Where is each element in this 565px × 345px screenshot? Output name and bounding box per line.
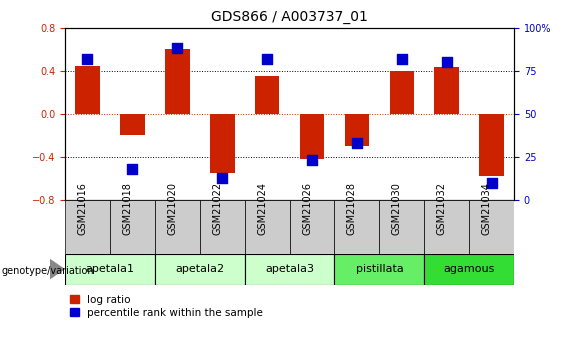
Text: agamous: agamous bbox=[444, 264, 495, 274]
Text: pistillata: pistillata bbox=[355, 264, 403, 274]
Title: GDS866 / A003737_01: GDS866 / A003737_01 bbox=[211, 10, 368, 24]
Polygon shape bbox=[50, 259, 64, 279]
Bar bbox=[200, 200, 245, 254]
Bar bbox=[289, 200, 334, 254]
Text: genotype/variation: genotype/variation bbox=[1, 266, 94, 276]
Bar bbox=[479, 114, 504, 176]
Text: GSM21026: GSM21026 bbox=[302, 181, 312, 235]
Text: GSM21028: GSM21028 bbox=[347, 181, 357, 235]
Text: GSM21032: GSM21032 bbox=[437, 181, 447, 235]
Bar bbox=[424, 254, 514, 285]
Bar bbox=[165, 49, 190, 114]
Point bbox=[307, 158, 316, 163]
Bar bbox=[345, 114, 370, 146]
Text: apetala3: apetala3 bbox=[265, 264, 314, 274]
Bar bbox=[65, 254, 155, 285]
Text: GSM21016: GSM21016 bbox=[77, 182, 88, 235]
Point bbox=[83, 56, 92, 61]
Bar bbox=[75, 66, 100, 114]
Text: GSM21020: GSM21020 bbox=[167, 181, 177, 235]
Bar bbox=[110, 200, 155, 254]
Point bbox=[442, 59, 451, 65]
Bar bbox=[65, 200, 110, 254]
Bar bbox=[155, 254, 245, 285]
Point bbox=[487, 180, 496, 186]
Bar bbox=[334, 254, 424, 285]
Bar bbox=[434, 68, 459, 114]
Text: GSM21030: GSM21030 bbox=[392, 182, 402, 235]
Text: GSM21022: GSM21022 bbox=[212, 181, 222, 235]
Text: GSM21024: GSM21024 bbox=[257, 181, 267, 235]
Legend: log ratio, percentile rank within the sample: log ratio, percentile rank within the sa… bbox=[70, 295, 263, 318]
Text: GSM21018: GSM21018 bbox=[123, 182, 132, 235]
Point bbox=[353, 140, 362, 146]
Point bbox=[263, 56, 272, 61]
Bar bbox=[245, 200, 289, 254]
Bar bbox=[255, 76, 280, 114]
Point bbox=[128, 166, 137, 172]
Point bbox=[397, 56, 406, 61]
Bar bbox=[424, 200, 469, 254]
Bar bbox=[245, 254, 334, 285]
Bar bbox=[299, 114, 324, 159]
Point bbox=[218, 175, 227, 180]
Point bbox=[173, 46, 182, 51]
Bar bbox=[389, 71, 414, 114]
Bar bbox=[380, 200, 424, 254]
Bar bbox=[120, 114, 145, 136]
Text: apetala1: apetala1 bbox=[85, 264, 134, 274]
Bar bbox=[210, 114, 234, 173]
Bar bbox=[469, 200, 514, 254]
Bar bbox=[155, 200, 200, 254]
Text: GSM21034: GSM21034 bbox=[482, 182, 492, 235]
Bar bbox=[334, 200, 380, 254]
Text: apetala2: apetala2 bbox=[175, 264, 224, 274]
